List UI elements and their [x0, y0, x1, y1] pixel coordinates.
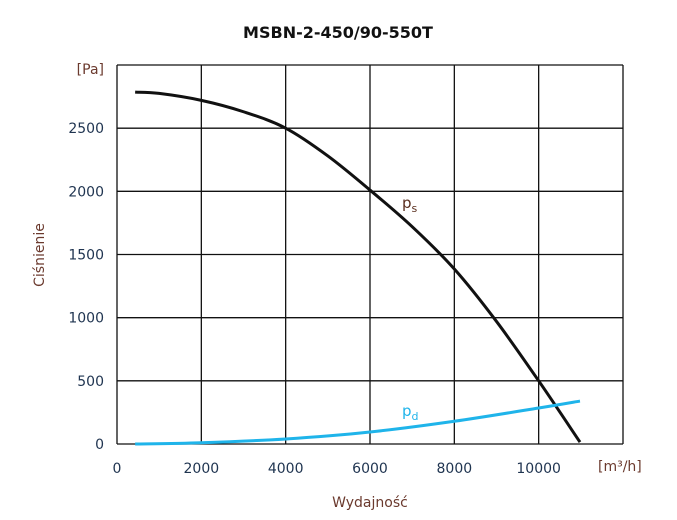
- chart-title: MSBN-2-450/90-550T: [243, 23, 433, 42]
- x-tick-label: 2000: [184, 461, 220, 477]
- y-tick-label: 2500: [68, 121, 104, 137]
- y-tick-label: 0: [95, 437, 104, 453]
- series-label-pd: pd: [402, 402, 419, 423]
- x-axis-label: Wydajność: [332, 495, 408, 511]
- x-tick-label: 6000: [352, 461, 388, 477]
- y-tick-label: 2000: [68, 184, 104, 200]
- x-tick-label: 0: [113, 461, 122, 477]
- x-tick-label: 4000: [268, 461, 304, 477]
- y-tick-label: 500: [77, 374, 104, 390]
- series-label-ps: ps: [402, 194, 418, 215]
- y-tick-label: 1500: [68, 248, 104, 264]
- x-unit: [m³/h]: [598, 459, 642, 475]
- y-tick-label: 1000: [68, 311, 104, 327]
- y-axis-label: Ciśnienie: [32, 223, 48, 287]
- x-tick-label: 10000: [516, 461, 561, 477]
- series-line-pd: [135, 399, 581, 446]
- series-line-ps: [135, 90, 582, 443]
- x-tick-label: 8000: [437, 461, 473, 477]
- y-unit: [Pa]: [77, 62, 104, 78]
